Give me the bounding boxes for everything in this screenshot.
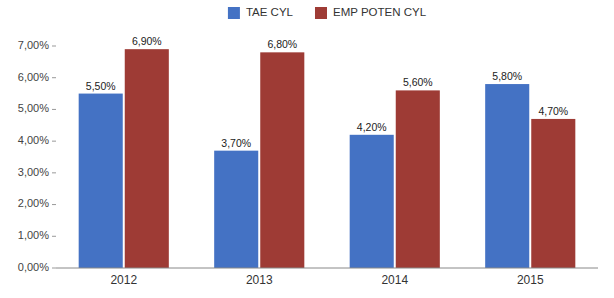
y-tick-label: 5,00% <box>18 102 49 114</box>
bar <box>396 90 440 268</box>
legend-swatch <box>315 7 327 19</box>
data-labels: 5,50% 3,70% 4,20% 5,80% 6,90% 6,80% 5,60% 4,70% <box>86 35 568 148</box>
legend-label: TAE CYL <box>246 6 294 18</box>
y-tick <box>52 109 56 110</box>
y-tick-label: 1,00% <box>18 229 49 241</box>
bars <box>79 49 576 268</box>
chart-container: 0,00% 1,00% 2,00% 3,00% 4,00% 5,00% 6,00% 7,00%… <box>0 0 614 298</box>
x-axis-line <box>56 268 598 269</box>
y-tick <box>52 204 56 205</box>
x-tick-label: 2014 <box>381 273 408 287</box>
y-tick <box>52 236 56 237</box>
y-tick-label: 4,00% <box>18 134 49 146</box>
data-label: 5,50% <box>86 80 116 92</box>
y-tick <box>52 77 56 78</box>
y-tick-label: 3,00% <box>18 166 49 178</box>
data-label: 6,90% <box>132 35 162 47</box>
legend: TAE CYL EMP POTEN CYL <box>228 6 427 19</box>
legend-swatch <box>228 7 240 19</box>
data-label: 5,80% <box>492 70 522 82</box>
x-tick-label: 2013 <box>246 273 273 287</box>
bar <box>214 151 258 268</box>
data-label: 4,70% <box>538 105 568 117</box>
y-tick-label: 0,00% <box>18 261 49 273</box>
y-tick <box>52 172 56 173</box>
legend-label: EMP POTEN CYL <box>333 6 427 18</box>
data-label: 5,60% <box>403 76 433 88</box>
bar <box>260 52 304 268</box>
chart-svg: 0,00% 1,00% 2,00% 3,00% 4,00% 5,00% 6,00% 7,00%… <box>0 0 614 298</box>
legend-item: EMP POTEN CYL <box>315 6 427 19</box>
y-tick <box>52 268 56 269</box>
y-tick-label: 7,00% <box>18 39 49 51</box>
data-label: 3,70% <box>221 137 251 149</box>
bar <box>531 119 575 268</box>
x-tick-label: 2012 <box>110 273 137 287</box>
bar <box>125 49 169 268</box>
data-label: 6,80% <box>267 38 297 50</box>
y-axis: 0,00% 1,00% 2,00% 3,00% 4,00% 5,00% 6,00% 7,00% <box>18 39 56 273</box>
data-label: 4,20% <box>357 121 387 133</box>
x-tick-label: 2015 <box>517 273 544 287</box>
bar <box>79 94 123 268</box>
bar <box>350 135 394 268</box>
y-tick <box>52 46 56 47</box>
legend-item: TAE CYL <box>228 6 294 19</box>
bar <box>485 84 529 268</box>
y-tick-label: 2,00% <box>18 197 49 209</box>
x-axis: 2012 2013 2014 2015 <box>56 268 598 287</box>
y-tick-label: 6,00% <box>18 71 49 83</box>
y-tick <box>52 141 56 142</box>
